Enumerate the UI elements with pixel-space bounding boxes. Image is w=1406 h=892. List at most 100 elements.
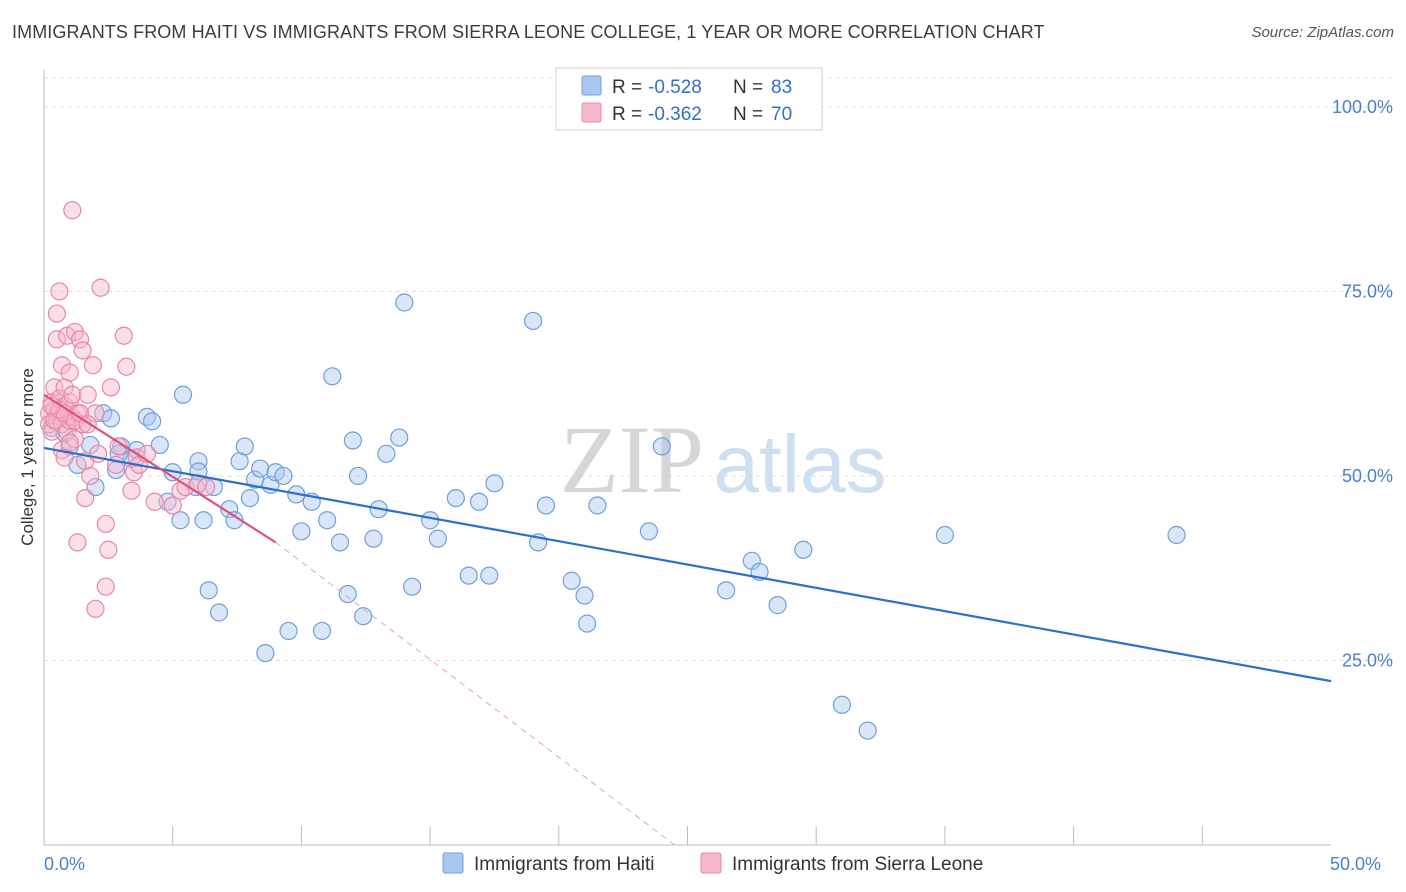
haiti-point-60	[469, 492, 489, 511]
haiti-point-77	[832, 695, 852, 714]
haiti-point-75	[768, 596, 787, 615]
sierra-leone-point-4	[45, 378, 64, 397]
trend-lines	[43, 393, 1332, 846]
x-tick-label-1: 50.0%	[1330, 854, 1381, 874]
haiti-point-61	[485, 474, 504, 493]
y-tick-label-1: 50.0%	[1342, 466, 1393, 486]
trend-line-sierra-leone	[43, 393, 277, 544]
watermark-zip: ZIP	[560, 406, 704, 513]
series-legend-label-haiti: Immigrants from Haiti	[474, 854, 655, 875]
haiti-point-44	[323, 367, 342, 386]
y-tick-label-0: 25.0%	[1342, 650, 1393, 670]
sierra-leone-point-30	[68, 533, 87, 552]
haiti-point-80	[1167, 525, 1186, 545]
grid-lines	[44, 77, 1392, 661]
watermark: ZIP atlas	[560, 406, 887, 513]
watermark-atlas: atlas	[713, 419, 886, 510]
haiti-point-30	[235, 437, 254, 456]
haiti-point-43	[318, 511, 337, 530]
haiti-point-42	[312, 621, 332, 641]
haiti-point-54	[395, 293, 414, 312]
sierra-leone-point-32	[73, 341, 92, 360]
series-legend-swatch-sierra-leone	[700, 852, 722, 874]
haiti-point-40	[292, 522, 311, 541]
sierra-leone-point-52	[127, 448, 146, 467]
haiti-point-53	[390, 428, 409, 447]
trend-line-haiti	[43, 446, 1332, 683]
sierra-leone-point-12	[52, 356, 72, 375]
haiti-point-57	[428, 529, 447, 548]
series-legend: Immigrants from Haiti Immigrants from Si…	[442, 852, 983, 875]
sierra-leone-point-21	[60, 363, 79, 382]
haiti-point-13	[127, 441, 146, 460]
haiti-point-34	[256, 643, 275, 663]
haiti-point-45	[330, 533, 350, 552]
sierra-leone-point-47	[109, 437, 128, 456]
sierra-leone-point-43	[96, 514, 115, 534]
series-legend-label-sierra-leone: Immigrants from Sierra Leone	[732, 854, 983, 875]
haiti-point-78	[858, 721, 877, 740]
trend-line-sierra-leone-extension	[275, 541, 675, 846]
haiti-point-31	[240, 488, 260, 508]
legend-swatch-sierra-leone	[581, 102, 602, 123]
haiti-point-48	[348, 466, 368, 486]
haiti-point-56	[421, 511, 440, 530]
legend-n-value-haiti: 83	[771, 77, 792, 98]
sierra-leone-point-36	[78, 385, 97, 404]
haiti-point-72	[717, 581, 736, 600]
haiti-point-79	[935, 525, 955, 545]
haiti-point-23	[194, 511, 213, 530]
haiti-point-62	[480, 566, 499, 585]
x-tick-labels: 0.0% 50.0%	[44, 854, 1381, 874]
legend-r-value-haiti: -0.528	[648, 77, 702, 98]
sierra-leone-point-45	[101, 378, 121, 397]
haiti-point-38	[279, 621, 298, 641]
sierra-leone-point-61	[96, 577, 115, 596]
correlation-legend: R = -0.528 N = 83 R = -0.362 N = 70	[555, 67, 823, 131]
legend-swatch-haiti	[581, 75, 602, 96]
haiti-point-7	[86, 477, 105, 497]
legend-n-label-haiti: N =	[733, 77, 763, 98]
haiti-point-71	[652, 437, 671, 456]
legend-n-label-sierra-leone: N =	[733, 104, 763, 125]
haiti-point-46	[338, 584, 357, 604]
series-haiti-points	[42, 293, 1186, 740]
sierra-leone-point-44	[99, 540, 118, 559]
sierra-leone-point-38	[83, 356, 103, 375]
haiti-point-66	[562, 571, 581, 590]
sierra-leone-point-8	[47, 330, 66, 349]
legend-r-value-sierra-leone: -0.362	[648, 104, 702, 125]
sierra-leone-point-7	[47, 304, 66, 323]
source-label: Source: ZipAtlas.com	[1251, 24, 1394, 41]
haiti-point-16	[150, 435, 169, 455]
y-tick-label-3: 100.0%	[1332, 97, 1393, 117]
haiti-point-22	[189, 452, 208, 471]
y-tick-label-2: 75.0%	[1342, 281, 1393, 301]
sierra-leone-point-24	[63, 385, 82, 404]
haiti-point-19	[171, 511, 190, 530]
series-sierra-leone-points	[40, 201, 216, 618]
y-tick-labels: 25.0% 50.0% 75.0% 100.0%	[1332, 97, 1393, 671]
haiti-point-49	[354, 607, 373, 626]
haiti-point-15	[143, 412, 162, 431]
chart-title: IMMIGRANTS FROM HAITI VS IMMIGRANTS FROM…	[12, 22, 1045, 42]
sierra-leone-point-48	[114, 326, 133, 345]
sierra-leone-point-3	[42, 422, 61, 441]
legend-n-value-sierra-leone: 70	[771, 104, 792, 125]
sierra-leone-point-42	[91, 278, 110, 297]
sierra-leone-point-9	[50, 282, 69, 301]
haiti-point-28	[225, 511, 244, 530]
haiti-point-55	[402, 577, 422, 596]
haiti-point-47	[343, 431, 362, 450]
legend-r-label-haiti: R =	[612, 77, 642, 98]
sierra-leone-point-27	[63, 201, 82, 220]
sierra-leone-point-37	[81, 466, 100, 486]
haiti-point-67	[575, 586, 594, 605]
sierra-leone-point-65	[60, 433, 79, 452]
sierra-leone-point-50	[122, 481, 141, 500]
x-ticks	[172, 826, 1203, 845]
sierra-leone-point-62	[45, 411, 64, 430]
haiti-point-37	[274, 466, 293, 486]
haiti-point-33	[251, 459, 270, 478]
